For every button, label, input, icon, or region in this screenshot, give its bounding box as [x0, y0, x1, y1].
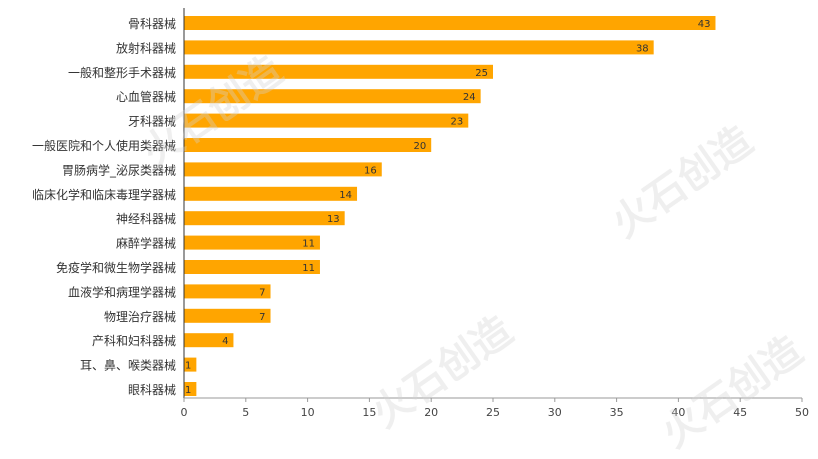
y-tick-label: 耳、鼻、喉类器械 — [80, 358, 176, 373]
bar — [184, 186, 358, 201]
y-tick-label: 胃肠病学_泌尿类器械 — [62, 162, 176, 177]
bar — [184, 235, 320, 250]
data-label: 4 — [222, 336, 228, 347]
data-label: 11 — [302, 239, 315, 250]
data-label: 11 — [302, 263, 315, 274]
y-tick-label: 临床化学和临床毒理学器械 — [32, 187, 176, 202]
y-tick-label: 骨科器械 — [128, 16, 176, 31]
data-label: 23 — [451, 117, 464, 128]
y-tick-label: 心血管器械 — [116, 89, 176, 104]
data-label: 14 — [339, 190, 352, 201]
y-tick-label: 产科和妇科器械 — [92, 333, 176, 348]
bar — [184, 211, 345, 226]
bar — [184, 357, 197, 372]
data-label: 24 — [463, 92, 476, 103]
data-label: 43 — [698, 19, 711, 30]
data-label: 1 — [185, 361, 191, 372]
y-tick-label: 血液学和病理学器械 — [68, 284, 176, 299]
data-label: 20 — [413, 141, 426, 152]
bar — [184, 138, 432, 152]
y-tick-label: 神经科器械 — [116, 211, 176, 226]
chart-svg: 43 骨科器械 38 放射科器械 25 一般和整形手术器械 24 心血管器械 23 牙科器械 20 一… — [32, 8, 809, 419]
bar — [184, 89, 481, 104]
bar — [184, 260, 320, 274]
data-label: 16 — [364, 165, 377, 176]
bar — [184, 162, 382, 177]
x-tick-label: 45 — [733, 406, 747, 419]
bar — [184, 333, 234, 348]
x-tick-label: 10 — [301, 406, 315, 419]
x-tick-label: 40 — [671, 406, 685, 419]
x-tick-label: 0 — [181, 406, 188, 419]
y-tick-label: 物理治疗器械 — [104, 309, 176, 324]
data-label: 7 — [259, 312, 265, 323]
y-tick-label: 一般医院和个人使用类器械 — [32, 138, 176, 153]
data-label: 13 — [327, 214, 340, 225]
bar — [184, 64, 493, 79]
y-tick-label: 麻醉学器械 — [116, 236, 176, 251]
x-tick-label: 25 — [486, 406, 500, 419]
y-tick-label: 牙科器械 — [128, 114, 176, 129]
x-tick-label: 50 — [795, 406, 809, 419]
y-tick-label: 放射科器械 — [116, 40, 176, 55]
x-tick-label: 5 — [242, 406, 249, 419]
data-label: 1 — [185, 385, 191, 396]
x-tick-label: 30 — [548, 406, 562, 419]
data-label: 38 — [636, 43, 649, 54]
data-label: 7 — [259, 287, 265, 298]
bar — [184, 308, 271, 323]
bar — [184, 16, 716, 30]
y-tick-label: 免疫学和微生物学器械 — [56, 260, 176, 275]
x-tick-label: 15 — [362, 406, 376, 419]
y-tick-label: 眼科器械 — [128, 382, 176, 397]
x-tick-label: 35 — [610, 406, 624, 419]
bar — [184, 113, 469, 128]
bar-chart: 43 骨科器械 38 放射科器械 25 一般和整形手术器械 24 心血管器械 23 牙科器械 20 一… — [32, 8, 809, 419]
bar — [184, 284, 271, 299]
bar — [184, 40, 654, 55]
data-label: 25 — [475, 68, 488, 79]
y-tick-label: 一般和整形手术器械 — [68, 65, 176, 80]
bar — [184, 382, 197, 396]
x-tick-label: 20 — [424, 406, 438, 419]
